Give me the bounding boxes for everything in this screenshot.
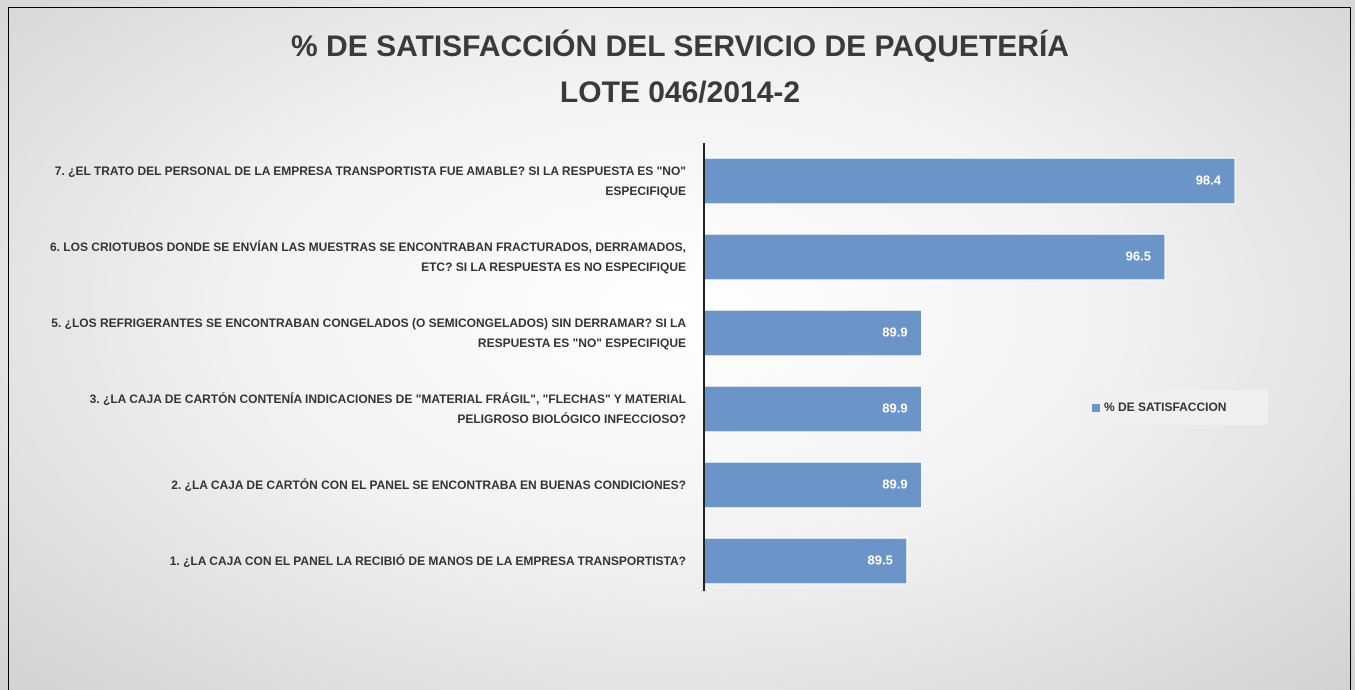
bar [703,537,908,585]
y-tick-label: 6. LOS CRIOTUBOS DONDE SE ENVÍAN LAS MUE… [49,240,686,274]
data-label: 89.9 [882,476,907,491]
legend-box [1080,390,1268,425]
chart-border [8,7,1351,690]
data-label: 89.9 [882,400,907,415]
data-label: 98.4 [1196,172,1222,187]
y-tick-label: 2. ¿LA CAJA DE CARTÓN CON EL PANEL SE EN… [171,478,686,492]
legend-label: % DE SATISFACCION [1104,400,1226,414]
bar [703,233,1166,281]
legend-marker [1092,404,1100,412]
chart-subtitle: LOTE 046/2014-2 [560,76,800,109]
y-tick-label: 7. ¿EL TRATO DEL PERSONAL DE LA EMPRESA … [54,164,686,198]
bar [703,309,923,357]
chart-title: % DE SATISFACCIÓN DEL SERVICIO DE PAQUET… [291,29,1069,63]
bar [703,461,923,509]
data-label: 96.5 [1126,248,1151,263]
bar [703,385,923,433]
y-tick-label: 5. ¿LOS REFRIGERANTES SE ENCONTRABAN CON… [51,316,686,350]
y-tick-label: 3. ¿LA CAJA DE CARTÓN CONTENÍA INDICACIO… [89,392,686,426]
y-tick-label: 1. ¿LA CAJA CON EL PANEL LA RECIBIÓ DE M… [169,554,686,568]
data-label: 89.9 [882,324,907,339]
data-label: 89.5 [868,552,893,567]
bar [703,157,1236,205]
